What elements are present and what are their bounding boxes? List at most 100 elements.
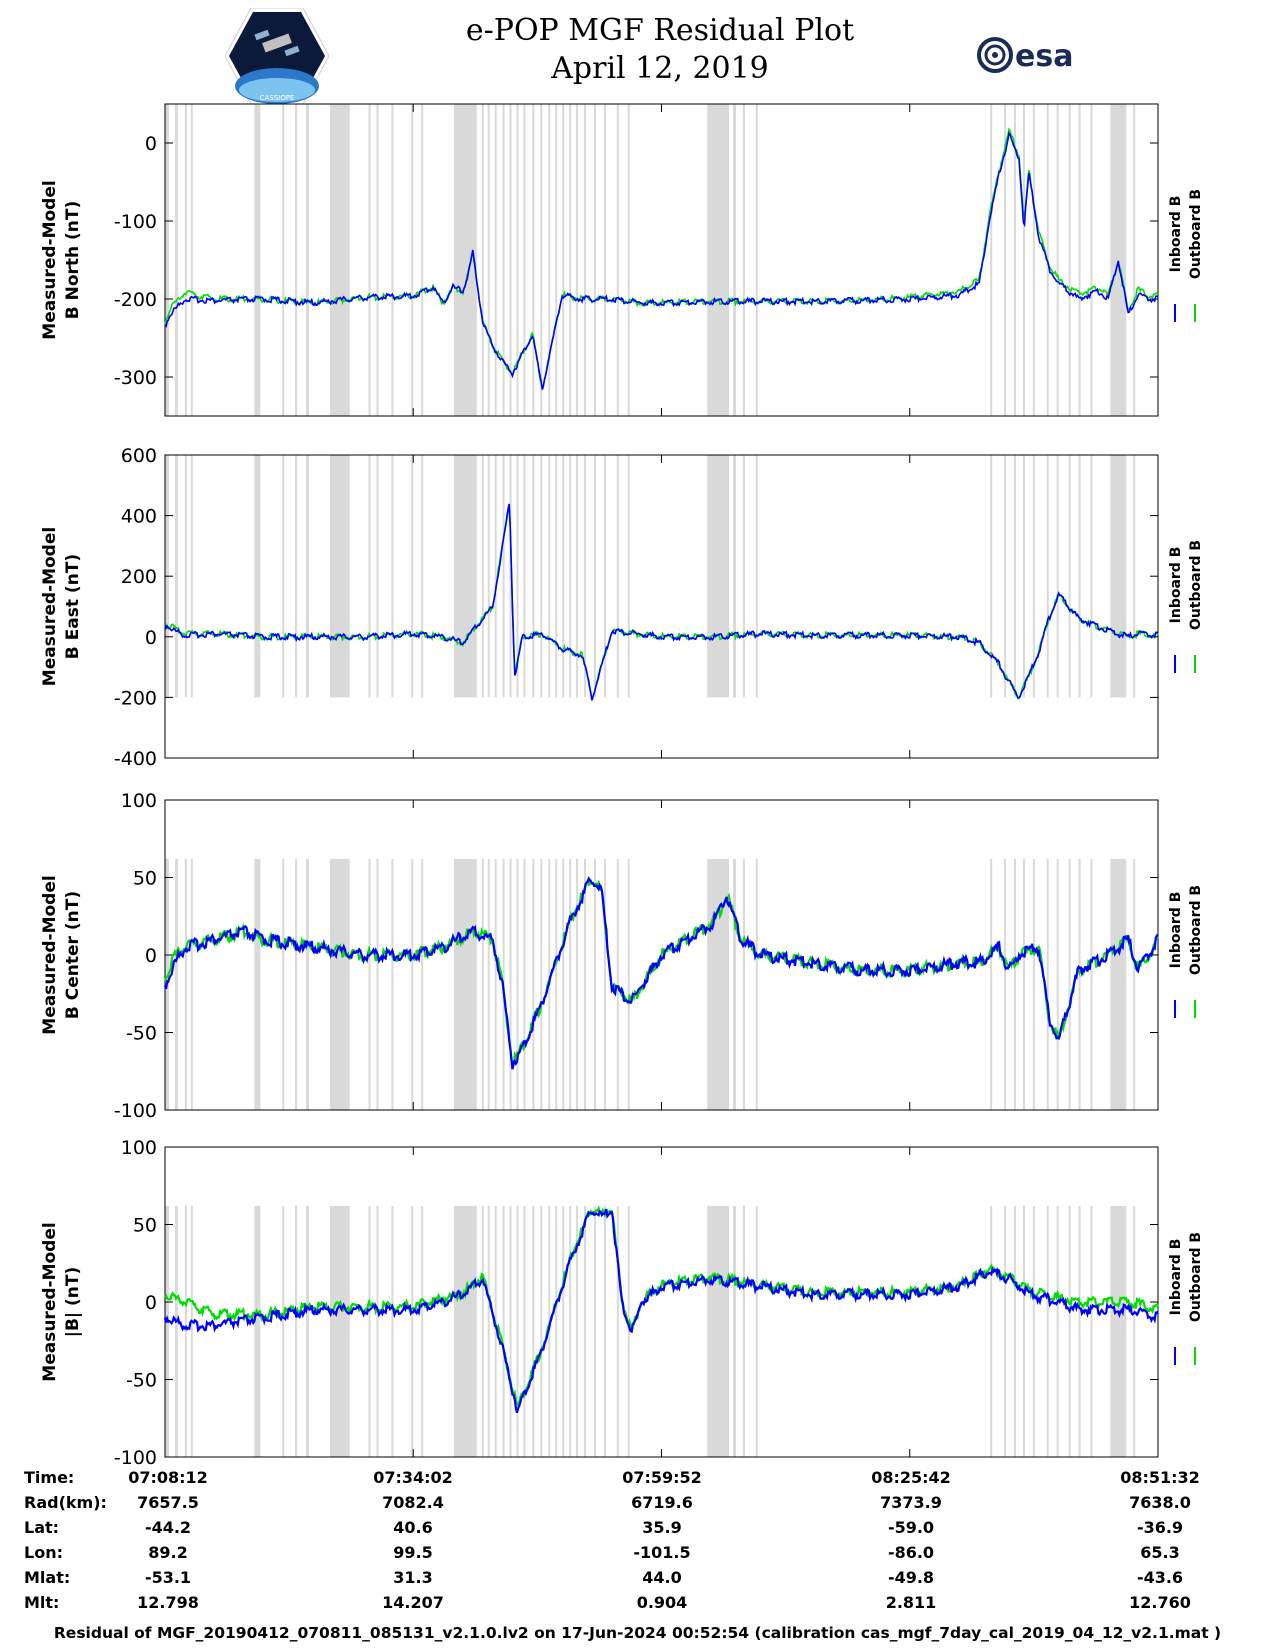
legend-label-inboard: Inboard B: [1168, 1239, 1184, 1316]
gap-band: [540, 104, 543, 416]
gap-band: [494, 858, 497, 1110]
gap-band: [584, 1205, 587, 1457]
inboard-series-line: [164, 131, 1159, 390]
gap-band: [502, 104, 505, 416]
gap-band: [1078, 1205, 1081, 1457]
gap-band: [295, 455, 298, 698]
y-axis-label: B Center (nT): [63, 891, 83, 1019]
gap-band: [732, 455, 736, 698]
gap-band: [411, 104, 414, 416]
gap-band: [1110, 104, 1127, 416]
gap-band: [509, 1205, 512, 1457]
gap-band: [990, 858, 993, 1110]
y-axis-label: Measured-Model: [40, 1222, 60, 1381]
esa-logo: esa: [977, 37, 1073, 74]
gap-band: [306, 104, 309, 416]
gap-band: [1090, 1205, 1093, 1457]
gap-band: [1110, 455, 1127, 698]
info-cell-mlt: 12.760: [1129, 1593, 1191, 1612]
gap-band: [593, 858, 596, 1110]
info-cell-time: 08:51:32: [1120, 1468, 1200, 1487]
info-cell-rad: 6719.6: [631, 1493, 693, 1512]
legend-label-inboard: Inboard B: [1168, 196, 1184, 273]
gap-band: [282, 455, 285, 698]
outboard-series-line: [164, 1205, 1160, 1408]
info-cell-time: 07:34:02: [373, 1468, 453, 1487]
gap-band: [329, 1205, 350, 1457]
inboard-series-line: [163, 1208, 1159, 1414]
gap-band: [254, 858, 261, 1110]
gap-band: [532, 858, 535, 1110]
gap-band: [755, 1205, 758, 1457]
info-cell-mlt: 12.798: [137, 1593, 199, 1612]
gap-band: [1014, 1205, 1017, 1457]
gap-band: [1014, 104, 1017, 416]
inboard-series-line: [164, 503, 1159, 701]
esa-logo-text: esa: [1015, 39, 1073, 74]
gap-band: [368, 858, 371, 1110]
gap-band: [481, 455, 484, 698]
gap-band: [1056, 1205, 1059, 1457]
y-tick-label: -100: [114, 211, 157, 233]
gap-band: [184, 455, 187, 698]
gap-band: [391, 858, 394, 1110]
gap-band: [421, 104, 424, 416]
gap-band: [509, 104, 512, 416]
gap-band: [391, 1205, 394, 1457]
gap-band: [190, 858, 193, 1110]
gap-band: [732, 1205, 736, 1457]
gap-band: [421, 1205, 424, 1457]
info-cell-mlt: 2.811: [885, 1593, 937, 1612]
gap-band: [1004, 455, 1007, 698]
gap-band: [1056, 455, 1059, 698]
gap-band: [453, 858, 477, 1110]
y-tick-label: -400: [114, 748, 157, 770]
y-axis-label: |B| (nT): [63, 1267, 83, 1338]
info-row-label: Lat:: [24, 1518, 60, 1537]
plot-frame: [164, 1146, 1159, 1458]
gap-band: [1032, 455, 1035, 698]
gap-band: [481, 858, 484, 1110]
gap-band: [707, 858, 730, 1110]
gap-band: [184, 1205, 187, 1457]
gap-band: [1004, 1205, 1007, 1457]
outboard-series-line: [164, 127, 1159, 390]
gap-band: [603, 104, 606, 416]
gap-band: [576, 104, 579, 416]
gap-band: [1133, 455, 1136, 698]
gap-band: [548, 455, 551, 698]
gap-band: [502, 455, 505, 698]
gap-band: [1078, 858, 1081, 1110]
gap-band: [576, 455, 579, 698]
gap-band: [453, 104, 477, 416]
info-row-label: Mlt:: [24, 1593, 60, 1612]
gap-band: [562, 104, 565, 416]
gap-band: [562, 858, 565, 1110]
gap-band: [1110, 858, 1127, 1110]
gap-band: [282, 858, 285, 1110]
gap-band: [282, 104, 285, 416]
y-axis-label: Measured-Model: [40, 180, 60, 339]
gap-band: [742, 1205, 745, 1457]
y-tick-label: -200: [114, 687, 157, 709]
y-tick-label: 0: [145, 627, 157, 649]
plot-title: e-POP MGF Residual Plot April 12, 2019: [360, 12, 960, 88]
gap-band: [755, 104, 758, 416]
info-cell-lon: 99.5: [393, 1543, 433, 1562]
y-tick-label: 600: [121, 445, 157, 467]
gap-band: [516, 1205, 519, 1457]
gap-band: [1032, 1205, 1035, 1457]
gap-band: [1090, 858, 1093, 1110]
legend-label-inboard: Inboard B: [1168, 547, 1184, 624]
gap-band: [494, 104, 497, 416]
gap-band: [584, 104, 587, 416]
gap-band: [616, 104, 619, 416]
gap-band: [421, 858, 424, 1110]
legend-label-outboard: Outboard B: [1188, 540, 1204, 630]
gap-band: [509, 858, 512, 1110]
gap-band: [627, 104, 630, 416]
info-cell-mlat: 44.0: [642, 1568, 682, 1587]
gap-band: [174, 455, 178, 698]
gap-band: [603, 1205, 606, 1457]
